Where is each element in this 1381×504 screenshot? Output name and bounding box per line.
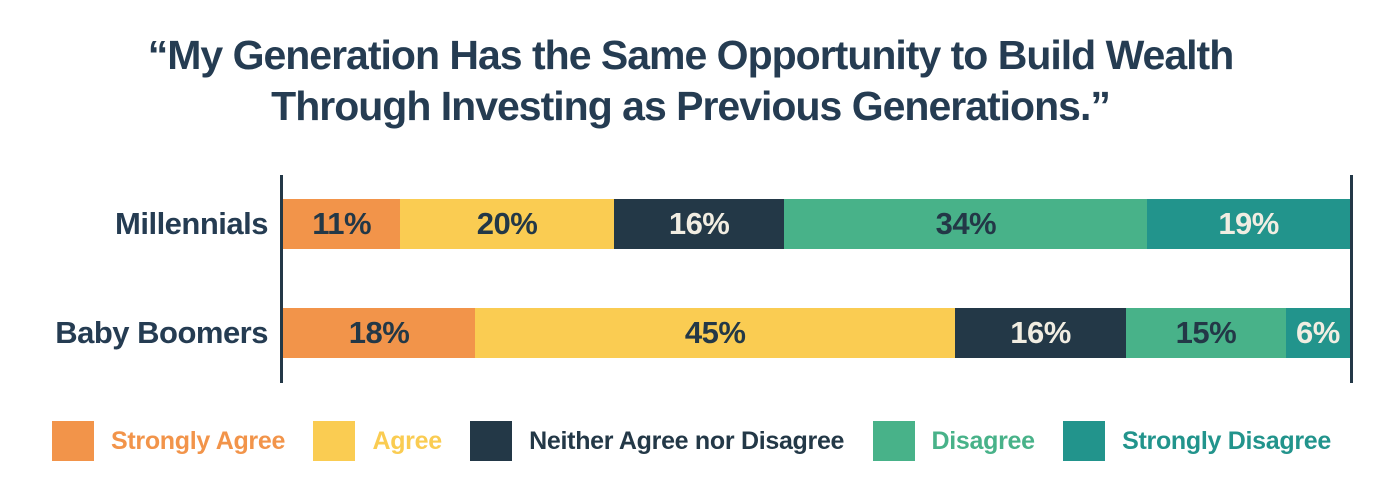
legend-label: Strongly Disagree xyxy=(1122,426,1331,455)
segment-value-label: 34% xyxy=(935,206,997,241)
bar-segment: 19% xyxy=(1147,199,1350,249)
segment-value-label: 19% xyxy=(1218,206,1279,241)
legend-label: Disagree xyxy=(931,426,1036,455)
legend-swatch-icon xyxy=(313,421,356,461)
chart-title-line2: Through Investing as Previous Generation… xyxy=(271,83,1111,129)
segment-value-label: 18% xyxy=(348,315,410,350)
legend-swatch-icon xyxy=(470,421,513,461)
bar-segment: 45% xyxy=(475,308,956,358)
legend-swatch-icon xyxy=(1063,421,1106,461)
segment-value-label: 11% xyxy=(312,206,372,241)
bar-row-baby-boomers: Baby Boomers 18% 45% 16% 15% 6% xyxy=(55,308,1350,358)
segment-value-label: 6% xyxy=(1296,315,1340,350)
legend-item-strongly-disagree: Strongly Disagree xyxy=(1063,421,1331,461)
legend-label: Strongly Agree xyxy=(111,426,286,455)
chart-title-line1: “My Generation Has the Same Opportunity … xyxy=(147,32,1235,78)
legend-item-disagree: Disagree xyxy=(872,421,1036,461)
legend-label: Agree xyxy=(372,426,442,455)
segment-value-label: 16% xyxy=(668,206,730,241)
segment-value-label: 45% xyxy=(684,315,746,350)
segment-value-label: 16% xyxy=(1010,315,1071,350)
legend-item-strongly-agree: Strongly Agree xyxy=(52,421,285,461)
bar-segment: 6% xyxy=(1285,308,1350,358)
bar-segment: 15% xyxy=(1125,308,1286,358)
bar-segment: 18% xyxy=(283,308,476,358)
category-label: Baby Boomers xyxy=(55,315,268,350)
bar-row-millennials: Millennials 11% 20% 16% 34% 19% xyxy=(115,199,1350,249)
bar-segment: 16% xyxy=(955,308,1126,358)
legend-item-agree: Agree xyxy=(313,421,442,461)
segment-value-label: 20% xyxy=(476,206,538,241)
bar-segment: 20% xyxy=(400,199,614,249)
bar-segment: 11% xyxy=(283,199,401,249)
legend-item-neither-agree-nor-disagree: Neither Agree nor Disagree xyxy=(470,421,844,461)
bar-segment: 16% xyxy=(613,199,785,249)
plot-area: Millennials 11% 20% 16% 34% 19% Baby Boomers 18… xyxy=(55,175,1353,383)
bar-segment: 34% xyxy=(784,199,1148,249)
legend-swatch-icon xyxy=(52,421,94,461)
category-label: Millennials xyxy=(115,206,268,241)
chart-title: “My Generation Has the Same Opportunity … xyxy=(0,30,1381,132)
legend-swatch-icon xyxy=(872,421,915,461)
legend-label: Neither Agree nor Disagree xyxy=(529,426,845,455)
segment-value-label: 15% xyxy=(1175,315,1237,350)
legend: Strongly Agree Agree Neither Agree nor Dis… xyxy=(52,418,1331,464)
